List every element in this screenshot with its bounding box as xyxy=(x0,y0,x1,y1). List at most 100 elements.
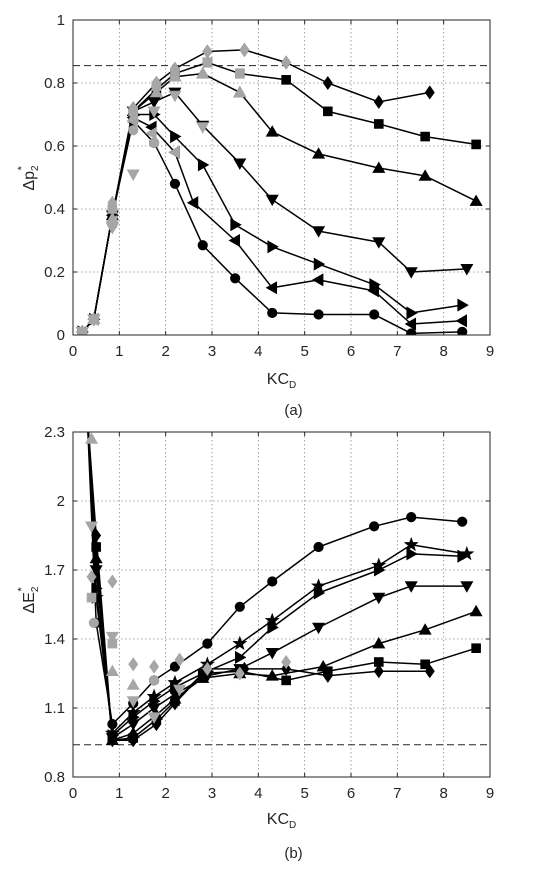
x-tick-label: 8 xyxy=(439,785,447,802)
grey-data-point-diamond xyxy=(239,42,250,57)
grey-data-point-triangle-up xyxy=(196,66,210,79)
x-tick-label: 4 xyxy=(254,343,262,360)
series-line-diamond xyxy=(81,49,430,333)
data-point-diamond xyxy=(424,664,435,679)
data-point-square xyxy=(281,75,291,85)
x-tick-label: 6 xyxy=(347,785,355,802)
data-point-triangle-down xyxy=(372,237,386,249)
grey-data-point-square xyxy=(107,638,118,649)
y-tick-label: 0 xyxy=(57,327,65,344)
data-point-diamond xyxy=(91,528,102,543)
data-point-triangle-up xyxy=(265,125,279,137)
data-point-triangle-down xyxy=(147,97,161,109)
data-point-triangle-up xyxy=(418,623,432,635)
grey-data-point-square xyxy=(202,57,213,68)
data-point-triangle-down xyxy=(460,264,474,276)
grey-data-point-triangle-up xyxy=(149,85,163,98)
data-point-triangle-up xyxy=(89,551,103,564)
grey-data-point-diamond xyxy=(77,324,88,335)
x-tick-label: 9 xyxy=(486,343,494,360)
data-point-triangle-up xyxy=(372,636,386,649)
data-point-triangle-down xyxy=(372,592,386,605)
data-point-triangle-up xyxy=(418,169,432,181)
x-tick-label: 5 xyxy=(300,785,308,802)
grid xyxy=(73,20,490,335)
data-point-triangle-right xyxy=(373,563,386,577)
data-point-circle xyxy=(267,307,278,319)
data-point-triangle-up xyxy=(372,161,386,173)
grey-data-point-circle xyxy=(88,617,99,629)
data-point-square xyxy=(281,675,291,686)
grey-data-point-diamond xyxy=(281,55,292,70)
data-point-triangle-down xyxy=(233,158,247,170)
y-tick-label: 0.6 xyxy=(44,138,65,155)
axes-box xyxy=(72,431,491,778)
grey-data-point-diamond xyxy=(281,654,292,670)
data-point-circle xyxy=(406,328,417,335)
data-point-triangle-left xyxy=(455,314,468,328)
data-point-triangle-right xyxy=(406,547,418,561)
grey-data-point-triangle-down xyxy=(105,223,119,235)
x-tick-label: 8 xyxy=(439,343,447,360)
data-point-diamond xyxy=(373,664,384,679)
x-tick-label: 6 xyxy=(347,343,355,360)
data-point-circle xyxy=(169,661,181,672)
data-point-triangle-right xyxy=(91,581,103,595)
data-point-circle xyxy=(457,326,468,335)
data-point-triangle-right xyxy=(197,158,210,172)
grey-data-point-triangle-down xyxy=(168,90,182,103)
data-point-square xyxy=(91,542,101,552)
grey-data-point-diamond xyxy=(174,652,185,667)
x-tick-label: 5 xyxy=(300,343,308,360)
x-tick-label: 7 xyxy=(393,343,401,360)
data-point-triangle-up xyxy=(469,194,483,206)
data-point-circle xyxy=(406,511,417,523)
x-tick-label: 9 xyxy=(486,785,494,802)
grey-data-point-triangle-up xyxy=(105,664,119,677)
data-point-diamond xyxy=(169,696,180,711)
grey-data-point-square xyxy=(86,592,97,603)
grey-data-point-triangle-left xyxy=(168,145,180,159)
grey-data-point-diamond xyxy=(151,75,162,91)
data-point-circle xyxy=(267,576,278,587)
data-point-triangle-right xyxy=(267,240,279,254)
grey-data-point-diamond xyxy=(88,312,99,327)
grey-data-point-diamond xyxy=(107,195,118,210)
data-point-circle xyxy=(369,309,380,320)
data-point-triangle-right xyxy=(230,218,242,232)
data-point-triangle-down xyxy=(312,622,326,635)
grey-data-point-triangle-up xyxy=(126,111,140,123)
axes-box xyxy=(72,19,491,336)
chart-panel-a: 0 1 2 3 4 5 6 7 8 9 0 0.2 0.4 0.6 0.8 1 KCD Δp2* (a) xyxy=(16,12,494,419)
y-tick-label: 1 xyxy=(57,12,65,29)
grey-data-point-triangle-down xyxy=(147,106,161,118)
grey-data-point-diamond xyxy=(149,659,160,674)
data-point-triangle-right xyxy=(313,586,326,600)
data-point-square xyxy=(471,139,481,150)
grey-data-point-triangle-down xyxy=(105,631,119,644)
data-point-triangle-down xyxy=(460,581,474,593)
grey-data-point-circle xyxy=(148,675,160,686)
grey-data-point-diamond xyxy=(86,569,97,584)
data-point-triangle-right xyxy=(406,306,418,320)
data-point-circle xyxy=(202,638,213,649)
data-point-triangle-left xyxy=(311,273,324,287)
data-point-triangle-down xyxy=(126,719,140,731)
data-point-triangle-right xyxy=(235,650,247,664)
y-axis-label: Δp2* xyxy=(16,165,41,191)
y-tick-label: 1.4 xyxy=(44,631,65,648)
grey-data-point-triangle-down xyxy=(126,169,140,181)
grey-data-point-triangle-down xyxy=(196,122,210,134)
grey-data-point-diamond xyxy=(202,44,213,59)
x-tick-label: 0 xyxy=(69,343,77,360)
grey-data-point-circle xyxy=(148,137,160,148)
series-line-diamond xyxy=(87,432,430,741)
y-tick-label: 1.1 xyxy=(44,700,65,717)
grey-data-point-triangle-up xyxy=(105,211,119,224)
data-point-triangle-up xyxy=(265,669,279,681)
data-point-star xyxy=(403,536,419,552)
data-point-square xyxy=(420,131,430,142)
data-point-star xyxy=(311,578,327,593)
grey-data-point-diamond xyxy=(128,657,139,672)
data-point-triangle-left xyxy=(228,233,240,248)
